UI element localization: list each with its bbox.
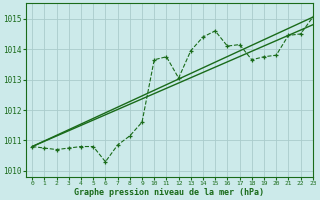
X-axis label: Graphe pression niveau de la mer (hPa): Graphe pression niveau de la mer (hPa) xyxy=(75,188,264,197)
